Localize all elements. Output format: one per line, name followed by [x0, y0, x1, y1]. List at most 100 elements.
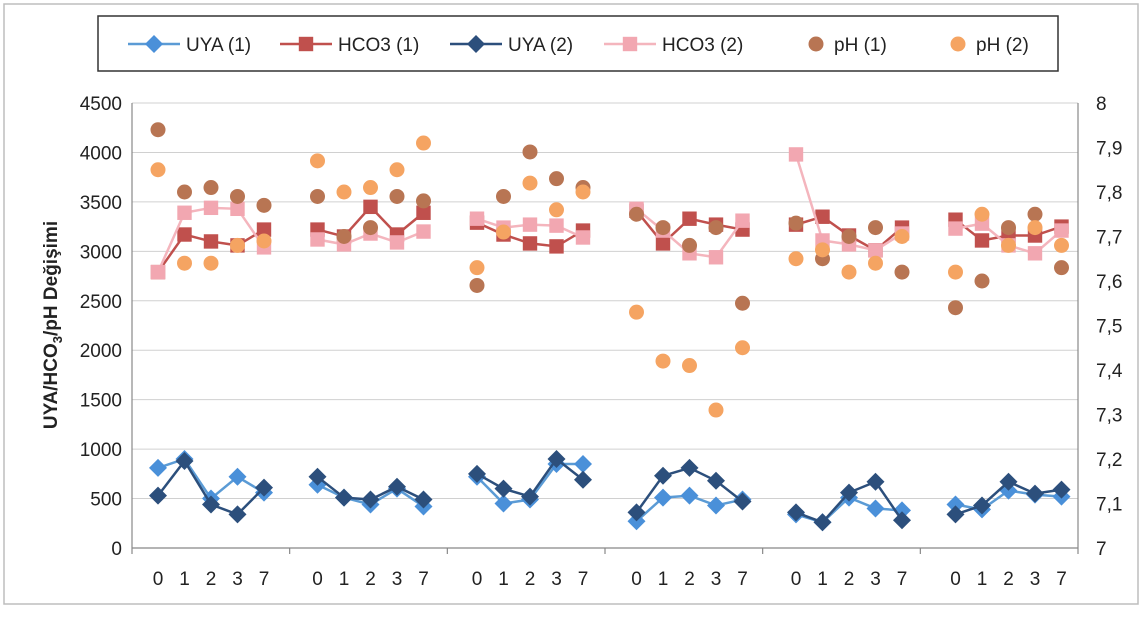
data-point — [522, 217, 538, 232]
x-tick-label: 3 — [551, 569, 562, 590]
legend-label: UYA (1) — [186, 35, 251, 56]
data-point — [256, 233, 272, 249]
legend-swatch-marker — [298, 36, 314, 52]
legend-label: HCO3 (2) — [662, 35, 743, 56]
data-point — [974, 206, 990, 222]
legend-swatch-marker — [145, 35, 163, 53]
x-tick-label: 7 — [259, 569, 270, 590]
legend-label: pH (1) — [834, 35, 887, 56]
data-point — [1026, 484, 1044, 503]
x-tick-label: 3 — [870, 569, 881, 590]
legend-swatch-marker — [808, 36, 824, 52]
y-axis-label-part: UYA/HCO — [41, 343, 62, 429]
data-point — [389, 235, 405, 250]
data-point — [1027, 206, 1043, 222]
chart-frame — [3, 3, 1139, 605]
data-point — [388, 477, 406, 496]
data-point — [469, 277, 485, 293]
data-point — [999, 472, 1018, 491]
y-tick-label: 3000 — [80, 242, 122, 263]
data-point — [629, 304, 644, 320]
data-point — [893, 511, 911, 530]
legend-entry: pH (2) — [950, 35, 1029, 56]
y-tick-label: 3500 — [80, 193, 122, 214]
data-point — [707, 496, 725, 515]
x-tick-label: 7 — [1056, 569, 1067, 590]
x-tick-label: 0 — [153, 569, 164, 590]
x-tick-label: 2 — [844, 569, 855, 590]
data-point — [868, 220, 883, 236]
data-point — [494, 479, 513, 498]
data-point — [1001, 220, 1016, 236]
data-point — [361, 490, 380, 509]
data-point — [682, 358, 697, 374]
legend-label: UYA (2) — [508, 35, 573, 56]
data-point — [416, 135, 431, 151]
x-tick-label: 1 — [498, 569, 509, 590]
legend-entry: HCO3 (2) — [604, 35, 743, 56]
data-point — [336, 229, 352, 244]
data-point — [547, 450, 566, 468]
data-point — [1052, 480, 1071, 499]
data-point — [733, 492, 752, 511]
data-point — [735, 340, 750, 356]
x-tick-label: 2 — [684, 569, 695, 590]
series-4 — [150, 122, 1069, 316]
x-tick-label: 1 — [817, 569, 828, 590]
data-point — [203, 180, 219, 196]
data-point — [974, 273, 990, 289]
data-point — [416, 205, 431, 220]
data-point — [815, 242, 830, 258]
data-point — [813, 513, 832, 532]
x-tick-label: 3 — [711, 569, 722, 590]
data-point — [655, 236, 671, 251]
data-point — [363, 180, 378, 196]
data-point — [682, 237, 697, 253]
x-tick-label: 7 — [418, 569, 429, 590]
data-point — [1027, 246, 1043, 261]
data-point — [230, 201, 245, 217]
x-tick-label: 1 — [658, 569, 669, 590]
data-point — [149, 458, 167, 477]
data-point — [946, 495, 965, 514]
data-point — [150, 162, 166, 178]
data-point — [948, 264, 963, 280]
y2-tick-label: 7,1 — [1096, 495, 1122, 516]
data-point — [255, 478, 273, 497]
x-tick-label: 7 — [578, 569, 589, 590]
data-point — [894, 264, 910, 280]
data-point — [522, 236, 538, 251]
x-tick-label: 1 — [977, 569, 988, 590]
data-point — [894, 229, 910, 244]
data-point — [629, 206, 644, 222]
x-tick-label: 2 — [525, 569, 536, 590]
x-tick-label: 2 — [206, 569, 217, 590]
series-5 — [150, 135, 1069, 418]
y-tick-label: 4000 — [80, 143, 122, 164]
x-tick-label: 0 — [472, 569, 483, 590]
y2-tick-label: 7,6 — [1096, 272, 1122, 293]
data-point — [549, 239, 564, 254]
data-point — [230, 188, 245, 204]
data-point — [868, 243, 883, 258]
data-point — [469, 260, 485, 276]
data-point — [494, 494, 513, 513]
data-point — [363, 199, 378, 215]
x-tick-label: 7 — [737, 569, 748, 590]
y-axis-label-part: /pH Değişimi — [41, 221, 62, 336]
data-point — [1054, 260, 1069, 276]
data-point — [1001, 237, 1016, 253]
data-point — [203, 200, 219, 216]
data-point — [575, 184, 591, 200]
data-point — [468, 464, 486, 483]
legend-label: HCO3 (1) — [338, 35, 419, 56]
legend-swatch-marker — [950, 36, 966, 52]
data-point — [1027, 220, 1043, 236]
data-point — [680, 486, 699, 505]
data-point — [150, 122, 166, 138]
series-2 — [149, 450, 1071, 532]
data-point — [310, 188, 325, 204]
data-point — [177, 227, 192, 242]
data-point — [230, 237, 245, 253]
